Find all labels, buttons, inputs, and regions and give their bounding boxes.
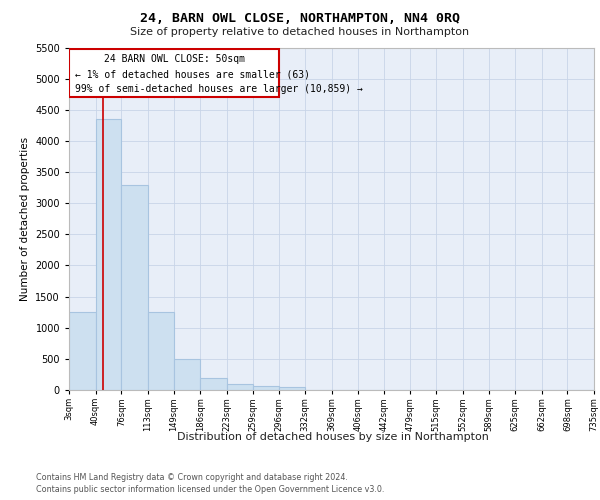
Bar [200,378,227,390]
Bar [279,387,305,390]
Y-axis label: Number of detached properties: Number of detached properties [20,136,29,301]
Bar [174,359,200,390]
Text: ← 1% of detached houses are smaller (63): ← 1% of detached houses are smaller (63) [75,69,310,79]
Text: 99% of semi-detached houses are larger (10,859) →: 99% of semi-detached houses are larger (… [75,84,362,94]
Text: Size of property relative to detached houses in Northampton: Size of property relative to detached ho… [130,27,470,37]
Bar [69,48,279,98]
Bar [95,119,121,390]
Text: Distribution of detached houses by size in Northampton: Distribution of detached houses by size … [177,432,489,442]
Bar [121,184,148,390]
Text: Contains HM Land Registry data © Crown copyright and database right 2024.: Contains HM Land Registry data © Crown c… [36,472,348,482]
Text: 24 BARN OWL CLOSE: 50sqm: 24 BARN OWL CLOSE: 50sqm [104,54,245,64]
Bar [148,312,174,390]
Text: 24, BARN OWL CLOSE, NORTHAMPTON, NN4 0RQ: 24, BARN OWL CLOSE, NORTHAMPTON, NN4 0RQ [140,12,460,24]
Text: Contains public sector information licensed under the Open Government Licence v3: Contains public sector information licen… [36,485,385,494]
Bar [253,386,279,390]
Bar [69,312,95,390]
Bar [227,384,253,390]
